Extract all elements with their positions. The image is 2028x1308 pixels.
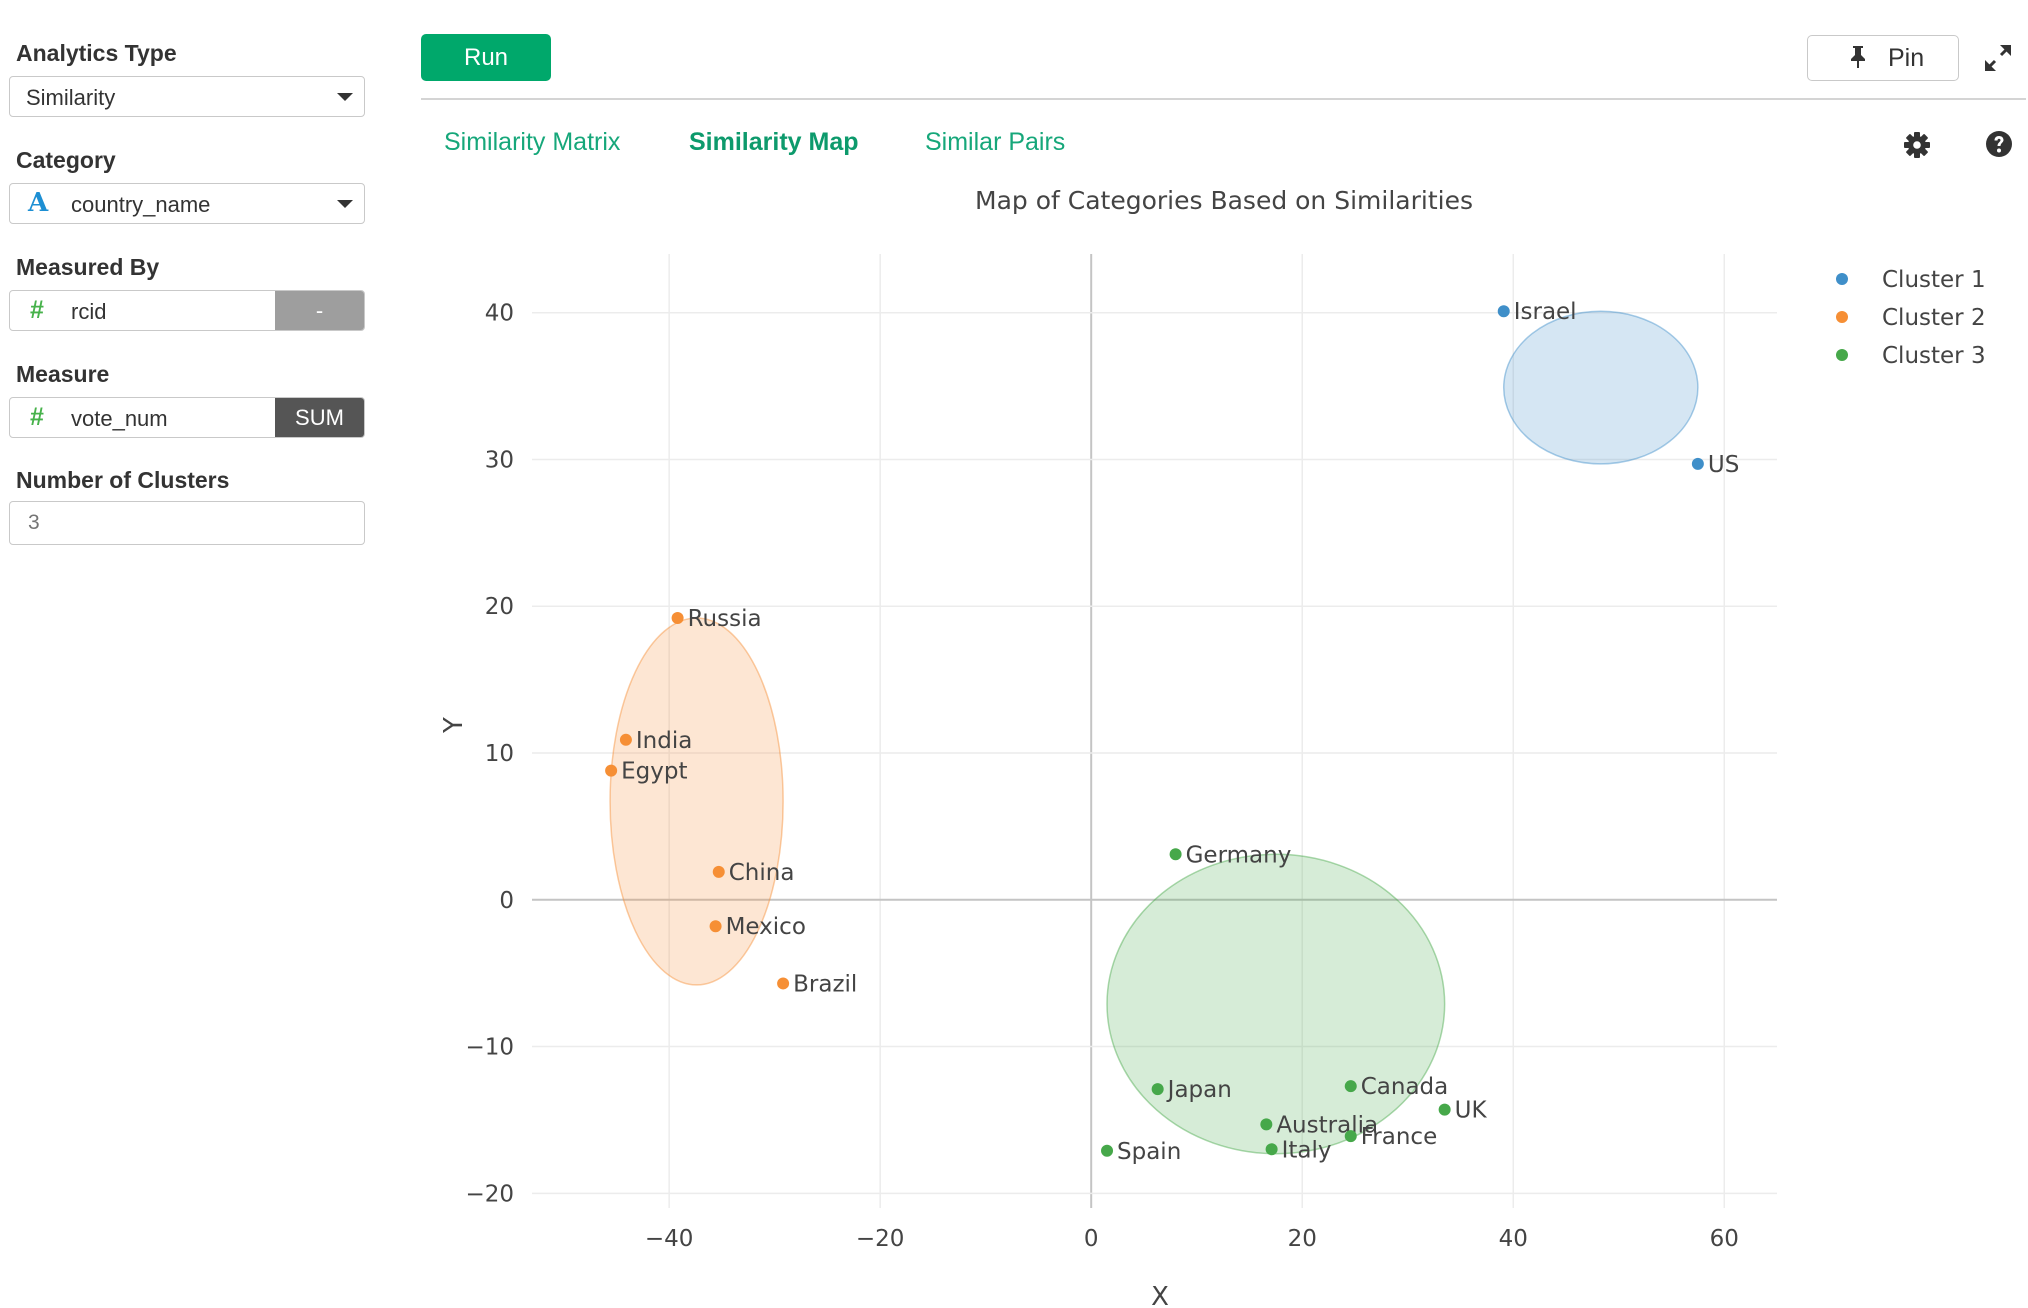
point-label-uk: UK [1455,1098,1488,1124]
point-egypt [605,764,618,777]
tab-similarity-matrix[interactable]: Similarity Matrix [444,128,621,156]
grid-layer [532,254,1777,1208]
pin-label: Pin [1888,44,1925,72]
number-of-clusters-input[interactable] [9,501,365,545]
point-label-germany: Germany [1186,842,1292,868]
point-label-us: US [1708,452,1739,478]
y-axis-title: Y [439,717,469,734]
legend-label: Cluster 1 [1882,267,1986,293]
y-tick-label: 0 [499,888,514,914]
point-label-russia: Russia [688,606,762,632]
measure-label: Measure [16,361,110,387]
y-tick-label: 20 [485,594,514,620]
legend-marker [1836,311,1848,323]
chart-title: Map of Categories Based on Similarities [975,186,1473,215]
x-tick-label: 40 [1499,1226,1528,1252]
measure-aggregation-button[interactable]: SUM [275,398,364,437]
category-label: Category [16,147,116,173]
chevron-down-icon [337,200,353,208]
y-tick-label: 30 [485,447,514,473]
tab-similar-pairs[interactable]: Similar Pairs [925,128,1066,156]
category-select[interactable]: A country_name [9,183,365,224]
measured-by-value: rcid [71,299,107,324]
point-label-mexico: Mexico [726,914,806,940]
legend: Cluster 1 Cluster 2 Cluster 3 [1836,267,1986,369]
point-france [1344,1130,1357,1143]
point-label-australia: Australia [1276,1112,1378,1138]
point-label-japan: Japan [1166,1077,1232,1103]
x-tick-label: 20 [1288,1226,1317,1252]
number-hash-icon: # [30,296,44,324]
number-hash-icon: # [30,403,44,431]
x-tick-label: −20 [856,1226,905,1252]
pin-icon [1848,45,1868,75]
text-type-icon: A [28,188,49,218]
point-china [712,865,725,878]
cluster-1-ellipse [1502,310,1699,465]
point-label-egypt: Egypt [621,759,687,785]
measured-by-label: Measured By [16,254,160,280]
chevron-down-icon [337,93,353,101]
x-tick-label: 60 [1710,1226,1739,1252]
measured-by-aggregation-button[interactable]: - [275,291,364,330]
point-israel [1497,305,1510,318]
y-tick-label: −10 [465,1035,514,1061]
tab-similarity-map[interactable]: Similarity Map [689,128,859,156]
point-uk [1438,1103,1451,1116]
number-of-clusters-label: Number of Clusters [16,467,230,493]
point-label-spain: Spain [1117,1139,1181,1165]
point-brazil [777,977,790,990]
point-label-china: China [729,860,795,886]
point-label-india: India [636,728,692,754]
category-value: country_name [71,192,211,217]
point-mexico [709,920,722,933]
help-icon[interactable] [1985,130,2013,158]
toolbar-divider [421,98,2026,100]
measure-field[interactable]: # vote_num SUM [9,397,365,438]
analytics-sidebar: Analytics Type Similarity Category A cou… [0,0,380,1308]
point-label-israel: Israel [1514,299,1577,325]
point-india [619,733,632,746]
point-russia [671,611,684,624]
analytics-type-select[interactable]: Similarity [9,76,365,117]
run-button[interactable]: Run [421,34,551,81]
analytics-type-value: Similarity [26,85,116,110]
point-us [1691,457,1704,470]
legend-marker [1836,273,1848,285]
point-label-italy: Italy [1282,1137,1332,1163]
legend-label: Cluster 2 [1882,305,1986,331]
point-australia [1260,1118,1273,1131]
measure-value: vote_num [71,406,168,431]
point-japan [1151,1083,1164,1096]
point-label-canada: Canada [1361,1074,1449,1100]
legend-label: Cluster 3 [1882,343,1986,369]
cluster-ellipses [609,310,1699,1155]
x-axis-title: X [1151,1282,1169,1308]
pin-button[interactable]: Pin [1807,35,1959,81]
legend-marker [1836,349,1848,361]
gear-icon[interactable] [1902,130,1932,160]
cluster-2-ellipse [609,617,784,986]
point-label-brazil: Brazil [793,971,857,997]
point-italy [1265,1143,1278,1156]
cluster-3-ellipse [1106,853,1446,1155]
measured-by-field[interactable]: # rcid - [9,290,365,331]
data-points: Israel US Russia India Egypt China Mexico Brazi… [605,299,1739,1165]
axis-ticks: −40 −20 0 20 40 60 −20 −10 0 10 20 30 40 [465,301,1738,1252]
y-tick-label: −20 [465,1181,514,1207]
point-spain [1101,1144,1114,1157]
y-tick-label: 10 [485,741,514,767]
y-tick-label: 40 [485,301,514,327]
analytics-type-label: Analytics Type [16,40,177,66]
x-tick-label: −40 [645,1226,694,1252]
point-germany [1169,848,1182,861]
expand-icon[interactable] [1982,42,2014,74]
point-canada [1344,1080,1357,1093]
point-label-france: France [1361,1124,1437,1150]
x-tick-label: 0 [1084,1226,1099,1252]
